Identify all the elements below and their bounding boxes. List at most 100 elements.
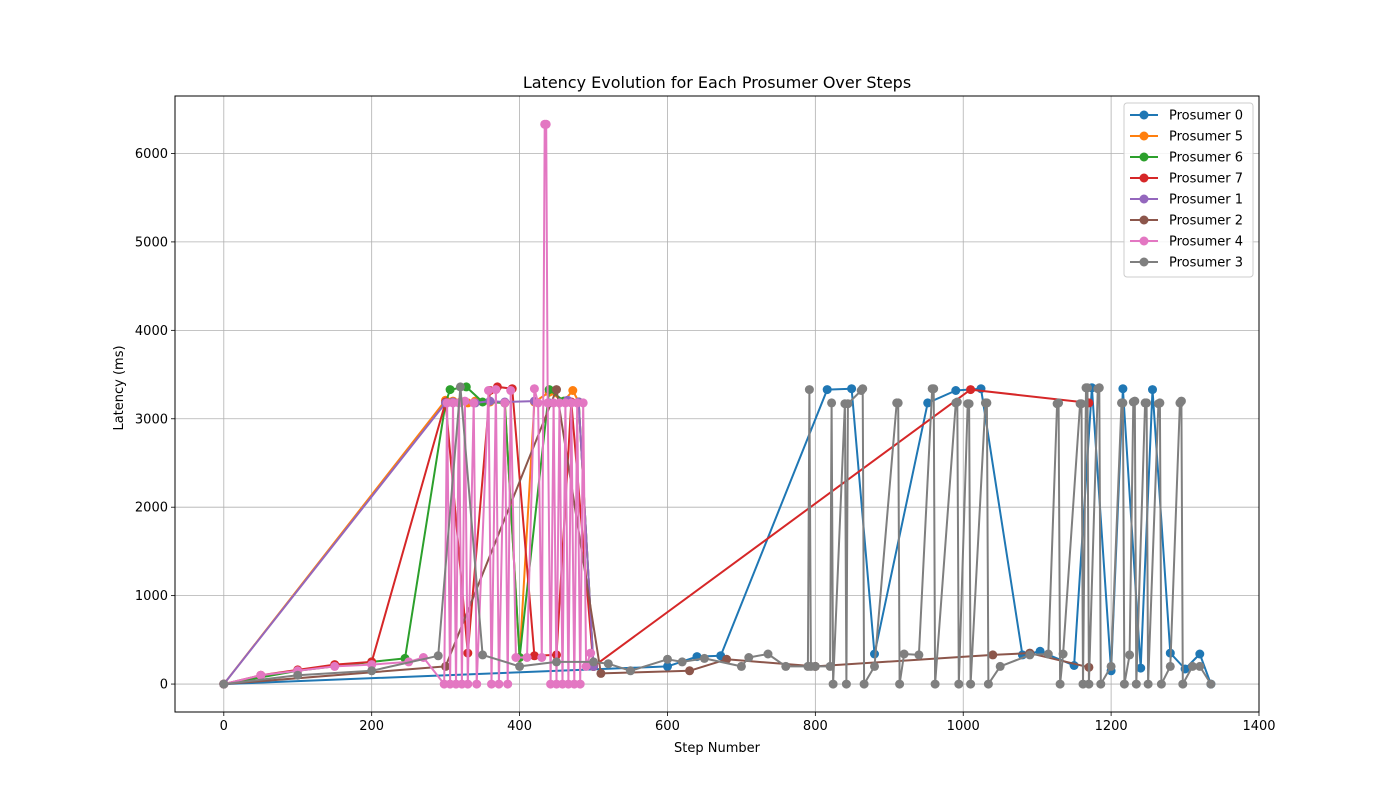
data-point — [1178, 679, 1188, 689]
series-line — [223, 388, 1090, 686]
data-point — [663, 654, 672, 664]
legend: Prosumer 0 Prosumer 5 Prosumer 6 Prosumer 7… — [1123, 102, 1254, 278]
data-point — [1084, 679, 1094, 689]
data-point — [1143, 679, 1153, 689]
data-point — [293, 670, 303, 680]
data-point — [529, 651, 539, 661]
data-point — [463, 679, 473, 689]
data-point — [899, 649, 909, 659]
data-point — [870, 649, 879, 659]
series-prosumer-3 — [219, 382, 1216, 689]
data-point — [1125, 650, 1135, 660]
y-tick-label: 4000 — [135, 324, 168, 339]
data-point — [487, 679, 496, 689]
data-point — [841, 679, 851, 689]
data-point — [1155, 398, 1165, 408]
series-layer — [219, 119, 1216, 689]
data-point — [954, 679, 964, 689]
data-point — [256, 670, 266, 680]
data-point — [895, 679, 905, 689]
data-point — [822, 385, 832, 395]
data-point — [1195, 661, 1205, 671]
data-point — [1054, 398, 1064, 408]
data-point — [445, 385, 455, 395]
x-tick-label: 600 — [655, 719, 680, 734]
data-point — [810, 661, 820, 671]
data-point — [581, 661, 591, 671]
data-point — [722, 654, 732, 664]
data-point — [568, 386, 578, 395]
series-prosumer-4 — [219, 119, 596, 689]
data-point — [1165, 661, 1175, 671]
data-point — [966, 679, 976, 689]
legend-label: Prosumer 4 — [1169, 235, 1243, 250]
data-point — [1148, 385, 1157, 395]
data-point — [843, 399, 853, 409]
y-axis-label: Latency (ms) — [112, 345, 127, 430]
data-point — [529, 384, 539, 394]
data-point — [995, 661, 1005, 671]
data-point — [982, 398, 992, 408]
data-point — [522, 653, 532, 662]
data-point — [575, 679, 585, 689]
legend-item: Prosumer 5 — [1130, 130, 1243, 145]
data-point — [478, 650, 488, 660]
data-point — [827, 398, 837, 408]
legend-marker — [1139, 215, 1149, 225]
legend-item: Prosumer 2 — [1130, 214, 1243, 229]
data-point — [1055, 679, 1065, 689]
data-point — [964, 399, 974, 409]
data-point — [494, 679, 504, 689]
x-tick-label: 800 — [803, 719, 828, 734]
data-point — [858, 384, 868, 394]
legend-label: Prosumer 0 — [1169, 109, 1243, 124]
data-point — [763, 649, 773, 659]
data-point — [455, 382, 465, 392]
legend-label: Prosumer 7 — [1169, 172, 1243, 187]
data-point — [951, 386, 961, 395]
x-tick-label: 1400 — [1242, 719, 1275, 734]
data-point — [988, 650, 998, 660]
data-point — [1136, 663, 1146, 673]
legend-item: Prosumer 6 — [1130, 151, 1243, 166]
data-point — [472, 679, 482, 689]
y-tick-label: 5000 — [135, 235, 168, 250]
data-point — [736, 661, 746, 671]
legend-item: Prosumer 3 — [1130, 256, 1243, 271]
data-point — [744, 653, 754, 662]
data-point — [1206, 679, 1216, 689]
data-point — [441, 661, 451, 671]
data-point — [485, 396, 495, 406]
data-point — [983, 679, 993, 689]
legend-marker — [1139, 194, 1149, 204]
data-point — [626, 666, 635, 676]
data-point — [677, 657, 687, 667]
legend-label: Prosumer 5 — [1169, 130, 1243, 145]
data-point — [1142, 398, 1152, 408]
data-point — [825, 661, 835, 671]
data-point — [966, 385, 976, 395]
data-point — [1156, 679, 1166, 689]
data-point — [552, 657, 561, 667]
data-point — [219, 679, 229, 689]
data-point — [847, 384, 857, 394]
data-point — [484, 386, 493, 395]
data-point — [515, 661, 525, 671]
y-tick-label: 2000 — [135, 501, 168, 516]
data-point — [893, 398, 903, 408]
data-point — [433, 651, 443, 661]
data-point — [1043, 649, 1053, 659]
legend-label: Prosumer 6 — [1169, 151, 1243, 166]
legend-item: Prosumer 4 — [1130, 235, 1243, 250]
data-point — [685, 666, 695, 676]
data-point — [367, 660, 377, 670]
x-tick-label: 0 — [220, 719, 228, 734]
plot-frame — [174, 95, 1260, 713]
legend-item: Prosumer 0 — [1130, 109, 1243, 124]
y-tick-label: 6000 — [135, 147, 168, 162]
data-point — [367, 666, 377, 676]
data-point — [1094, 383, 1104, 393]
data-point — [330, 661, 340, 671]
data-point — [1077, 399, 1086, 409]
data-point — [929, 384, 939, 394]
